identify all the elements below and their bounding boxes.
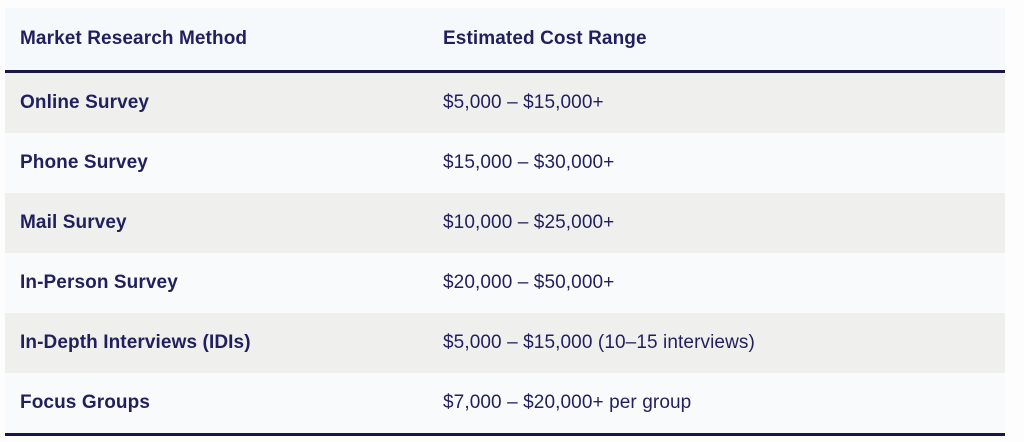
cost-cell: $5,000 – $15,000 (10–15 interviews): [443, 332, 755, 353]
table-row: In-Depth Interviews (IDIs) $5,000 – $15,…: [5, 313, 1005, 373]
cost-cell: $7,000 – $20,000+ per group: [443, 392, 692, 413]
cost-cell: $10,000 – $25,000+: [443, 212, 615, 233]
method-cell: Online Survey: [20, 92, 150, 113]
table-body: Online Survey $5,000 – $15,000+ Phone Su…: [5, 73, 1005, 433]
table-row: In-Person Survey $20,000 – $50,000+: [5, 253, 1005, 313]
table-row: Online Survey $5,000 – $15,000+: [5, 73, 1005, 133]
table-row: Focus Groups $7,000 – $20,000+ per group: [5, 373, 1005, 433]
column-header-method: Market Research Method: [20, 28, 248, 49]
table-header-row: Market Research Method Estimated Cost Ra…: [5, 8, 1005, 70]
header-divider: [5, 70, 1005, 73]
table-row: Mail Survey $10,000 – $25,000+: [5, 193, 1005, 253]
cost-cell: $5,000 – $15,000+: [443, 92, 604, 113]
table-row: Phone Survey $15,000 – $30,000+: [5, 133, 1005, 193]
method-cell: Mail Survey: [20, 212, 127, 233]
cost-cell: $15,000 – $30,000+: [443, 152, 615, 173]
column-header-cost: Estimated Cost Range: [443, 28, 647, 49]
cost-cell: $20,000 – $50,000+: [443, 272, 615, 293]
method-cell: In-Depth Interviews (IDIs): [20, 332, 251, 353]
method-cell: Focus Groups: [20, 392, 150, 413]
method-cell: In-Person Survey: [20, 272, 178, 293]
method-cell: Phone Survey: [20, 152, 148, 173]
bottom-divider: [5, 433, 1005, 436]
cost-table: Market Research Method Estimated Cost Ra…: [5, 8, 1005, 436]
